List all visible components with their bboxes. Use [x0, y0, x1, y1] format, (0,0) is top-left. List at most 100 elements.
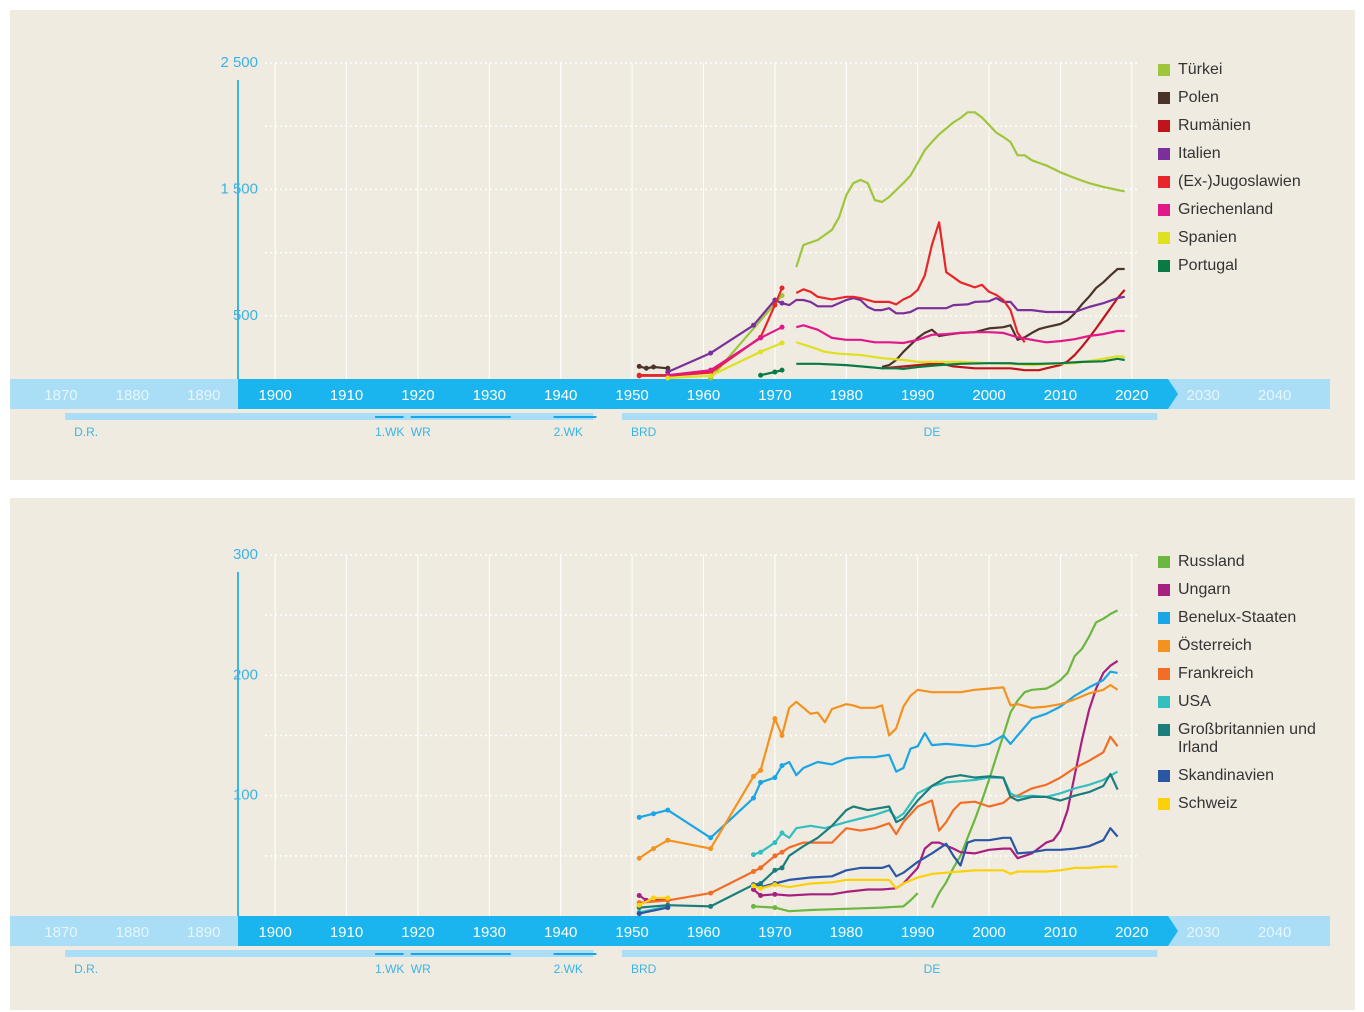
panel: [10, 10, 1355, 480]
legend-item: Griechenland: [1158, 201, 1328, 219]
point: [779, 340, 785, 346]
x-tick-label: 1990: [901, 387, 934, 404]
x-tick-label: 2010: [1044, 387, 1077, 404]
legend-swatch: [1158, 232, 1170, 244]
point: [750, 887, 756, 893]
y-tick-label: 1 500: [220, 180, 258, 197]
legend-label: Frankreich: [1178, 665, 1254, 682]
legend-swatch: [1158, 64, 1170, 76]
point: [772, 882, 778, 888]
point: [636, 902, 642, 908]
period-bar: [65, 950, 594, 957]
period-bar: [621, 413, 915, 420]
point: [758, 349, 764, 355]
x-tick-label: 1900: [258, 924, 291, 941]
legend-item: (Ex-)Jugoslawien: [1158, 173, 1328, 191]
x-tick-label: 2030: [1187, 387, 1220, 404]
x-tick-label: 1950: [615, 924, 648, 941]
point: [636, 855, 642, 861]
point: [772, 302, 778, 308]
point: [643, 365, 649, 371]
period-label: BRD: [631, 962, 657, 976]
point: [708, 373, 714, 379]
series-line: [667, 324, 1125, 377]
legend-swatch: [1158, 668, 1170, 680]
x-tick-label: 1940: [544, 924, 577, 941]
series-line: [638, 670, 1118, 839]
legend-label: USA: [1178, 693, 1211, 710]
legend-label: Skandinavien: [1178, 767, 1275, 784]
point: [772, 840, 778, 846]
point: [779, 285, 785, 291]
point: [758, 849, 764, 855]
legend-label: (Ex-)Jugoslawien: [1178, 173, 1301, 190]
legend-swatch: [1158, 92, 1170, 104]
point: [758, 372, 764, 378]
legend-label: Italien: [1178, 145, 1221, 162]
legend-item: Portugal: [1158, 257, 1328, 275]
period-label: DE: [924, 962, 941, 976]
point: [651, 811, 657, 817]
legend-swatch: [1158, 770, 1170, 782]
point: [708, 367, 714, 373]
legend-label: Türkei: [1178, 61, 1223, 78]
point: [665, 375, 671, 381]
y-tick-label: 300: [233, 546, 258, 563]
legend-item: Skandinavien: [1158, 767, 1328, 785]
legend-item: Russland: [1158, 553, 1328, 571]
point: [636, 814, 642, 820]
x-tick-label: 2010: [1044, 924, 1077, 941]
legend-item: Spanien: [1158, 229, 1328, 247]
point: [665, 837, 671, 843]
legend-label: Spanien: [1178, 229, 1237, 246]
x-tick-label: 2000: [972, 924, 1005, 941]
period-bar: [621, 950, 915, 957]
legend-item: Frankreich: [1158, 665, 1328, 683]
x-tick-label: 2020: [1115, 924, 1148, 941]
legend-label: Benelux-Staaten: [1178, 609, 1297, 626]
legend-item: Benelux-Staaten: [1158, 609, 1328, 627]
x-tick-label: 2040: [1258, 924, 1291, 941]
legend-swatch: [1158, 798, 1170, 810]
x-tick-label: 1990: [901, 924, 934, 941]
legend-swatch: [1158, 148, 1170, 160]
point: [750, 903, 756, 909]
legend-swatch: [1158, 584, 1170, 596]
point: [651, 846, 657, 852]
legend: Russland Ungarn Benelux-Staaten Österreich F…: [1158, 553, 1328, 823]
period-bar: [914, 950, 1158, 957]
point: [665, 365, 671, 371]
point: [758, 335, 764, 341]
point: [636, 911, 642, 917]
x-tick-label: 1890: [187, 387, 220, 404]
point: [708, 350, 714, 356]
x-tick-label: 1890: [187, 924, 220, 941]
period-bar: [914, 413, 1158, 420]
period-bar: [410, 953, 511, 955]
legend-label: Ungarn: [1178, 581, 1231, 598]
period-label: WR: [411, 425, 431, 439]
x-tick-label: 2000: [972, 387, 1005, 404]
point: [750, 322, 756, 328]
legend-label: Polen: [1178, 89, 1219, 106]
x-tick-label: 1920: [401, 924, 434, 941]
point: [772, 716, 778, 722]
point: [750, 883, 756, 889]
x-tick-label: 1980: [830, 924, 863, 941]
x-tick-label: 2020: [1115, 387, 1148, 404]
series-line: [639, 772, 1119, 909]
x-tick-label: 1970: [758, 924, 791, 941]
x-tick-label: 1920: [401, 387, 434, 404]
point: [779, 849, 785, 855]
x-tick-label: 2040: [1258, 387, 1291, 404]
x-tick-label: 2030: [1187, 924, 1220, 941]
legend-swatch: [1158, 120, 1170, 132]
x-tick-label: 1880: [116, 924, 149, 941]
legend-item: Polen: [1158, 89, 1328, 107]
x-tick-label: 1970: [758, 387, 791, 404]
point: [750, 773, 756, 779]
legend-label: Schweiz: [1178, 795, 1238, 812]
period-label: D.R.: [74, 425, 98, 439]
point: [708, 890, 714, 896]
